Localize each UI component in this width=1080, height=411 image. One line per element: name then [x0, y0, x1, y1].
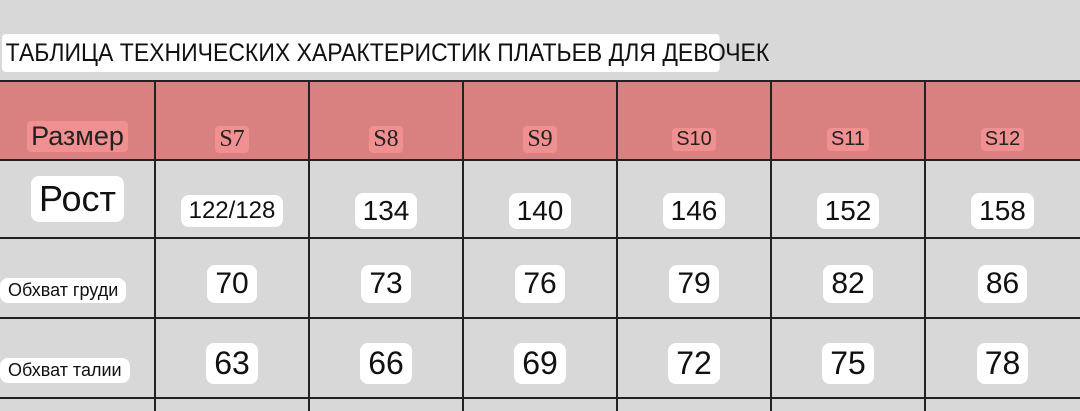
divider: [154, 80, 156, 411]
size-label: S12: [980, 128, 1025, 151]
row-value: 73: [361, 264, 411, 303]
row-value: 82: [823, 264, 873, 303]
divider: [0, 237, 1080, 239]
row-value-cell: 63: [155, 318, 309, 397]
row-label: Обхват талии: [0, 358, 130, 383]
row-value-cell: 140: [463, 160, 617, 237]
row-value: 76: [515, 264, 565, 303]
row-value: 78: [976, 343, 1029, 384]
row-value: 75: [822, 343, 874, 384]
row-value-cell: 152: [771, 160, 925, 237]
divider: [0, 317, 1080, 319]
row-value: 158: [971, 192, 1034, 229]
row-value: 122/128: [180, 194, 284, 227]
size-label: S8: [369, 126, 403, 153]
row-label-cell: Обхват груди: [0, 238, 155, 317]
divider: [462, 80, 464, 411]
divider: [0, 80, 1080, 82]
divider: [616, 80, 618, 411]
row-value-cell: 79: [617, 238, 771, 317]
row-value-cell: 66: [309, 318, 463, 397]
size-label: S7: [215, 126, 249, 153]
row-value: 140: [508, 192, 572, 229]
row-value-cell: 86: [925, 238, 1080, 317]
size-label-cell: S10: [617, 80, 771, 159]
row-label-cell: Рост: [0, 160, 155, 237]
row-value-cell: 76: [463, 238, 617, 317]
size-header-label: Размер: [27, 121, 128, 152]
row-value-cell: 158: [925, 160, 1080, 237]
size-label-cell: S8: [309, 80, 463, 159]
row-value-cell: 72: [617, 318, 771, 397]
table-title: ТАБЛИЦА ТЕХНИЧЕСКИХ ХАРАКТЕРИСТИК ПЛАТЬЕ…: [2, 34, 769, 72]
row-label-cell: Обхват талии: [0, 318, 155, 397]
size-header-label-cell: Размер: [0, 80, 155, 159]
size-label: S11: [826, 128, 870, 151]
row-value: 146: [662, 192, 726, 229]
row-value-cell: 134: [309, 160, 463, 237]
size-label-cell: S12: [925, 80, 1080, 159]
size-label-cell: S11: [771, 80, 925, 159]
row-value-cell: 73: [309, 238, 463, 317]
row-value: 69: [514, 343, 566, 384]
size-label-cell: S9: [463, 80, 617, 159]
row-value-cell: 75: [771, 318, 925, 397]
divider: [0, 397, 1080, 399]
row-label: Рост: [31, 175, 124, 222]
size-label: S9: [523, 126, 557, 153]
divider: [308, 80, 310, 411]
row-value-cell: 78: [925, 318, 1080, 397]
row-value-cell: 122/128: [155, 160, 309, 237]
row-value-cell: 70: [155, 238, 309, 317]
size-label-cell: S7: [155, 80, 309, 159]
row-value-cell: 69: [463, 318, 617, 397]
divider: [770, 80, 772, 411]
size-label: S10: [672, 128, 716, 151]
row-value: 134: [354, 192, 418, 229]
size-table: Размер S7 S8 S9 S10 S11 S12 Рост 122/128 134 140 14…: [0, 80, 1080, 411]
row-value: 72: [668, 343, 720, 384]
divider: [0, 159, 1080, 161]
row-value-cell: 146: [617, 160, 771, 237]
row-value: 152: [816, 192, 880, 229]
row-value-cell: 82: [771, 238, 925, 317]
row-value: 86: [977, 264, 1028, 303]
row-value: 79: [669, 264, 719, 303]
row-value: 63: [206, 343, 258, 384]
row-label: Обхват груди: [0, 278, 127, 303]
divider: [924, 80, 926, 411]
row-value: 66: [360, 343, 412, 384]
row-value: 70: [207, 264, 257, 303]
